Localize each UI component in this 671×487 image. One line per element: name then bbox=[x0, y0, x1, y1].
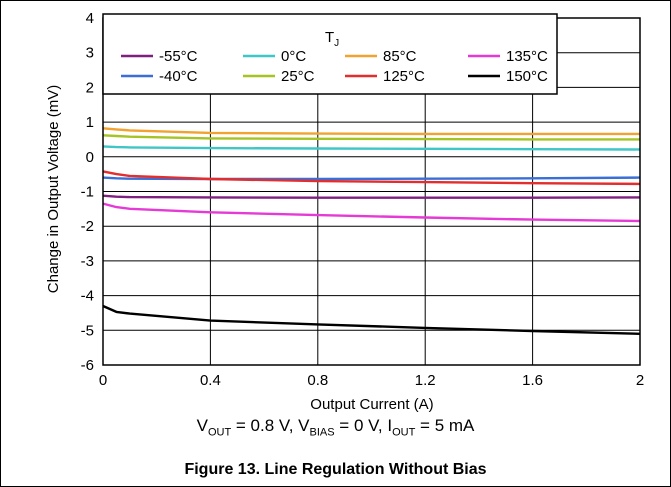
y-tick-label: -2 bbox=[81, 218, 94, 235]
vout-value: = 0.8 V, bbox=[231, 416, 299, 435]
x-tick-label: 0.8 bbox=[307, 372, 328, 389]
vbias-subscript: BIAS bbox=[309, 426, 335, 439]
vout-symbol: V bbox=[196, 416, 208, 435]
legend-label: 0°C bbox=[281, 48, 306, 65]
legend-title-text: T bbox=[325, 29, 334, 46]
series-line bbox=[102, 127, 640, 136]
x-tick-labels: 0 0.4 0.8 1.2 1.6 2 bbox=[99, 372, 644, 389]
y-tick-label: 0 bbox=[86, 149, 94, 166]
legend-label: 135°C bbox=[506, 48, 548, 65]
y-tick-label: -3 bbox=[81, 253, 94, 270]
vout-subscript: OUT bbox=[207, 426, 232, 439]
figure-title: Figure 13. Line Regulation Without Bias bbox=[184, 461, 487, 478]
test-conditions: VOUT = 0.8 V, VBIAS = 0 V, IOUT = 5 mA bbox=[0, 416, 671, 438]
series-line bbox=[102, 170, 641, 186]
x-tick-label: 0 bbox=[99, 372, 107, 389]
legend-label: -40°C bbox=[159, 68, 198, 85]
legend-label: 85°C bbox=[383, 48, 417, 65]
y-tick-label: -6 bbox=[81, 357, 94, 374]
legend-label: 125°C bbox=[383, 68, 425, 85]
series-lines bbox=[102, 127, 641, 335]
legend-label: 25°C bbox=[281, 68, 315, 85]
iout-subscript: OUT bbox=[392, 426, 416, 439]
series-line bbox=[102, 134, 640, 141]
x-tick-label: 1.2 bbox=[415, 372, 436, 389]
legend-items: -55°C -40°C 0°C 25°C 85°C 125°C 135°C 150°C bbox=[121, 48, 548, 85]
y-tick-label: 3 bbox=[86, 45, 94, 62]
legend: TJ -55°C -40°C 0°C 25°C 85°C 125°C 135°C 150°C bbox=[102, 13, 558, 95]
y-axis-label: Change in Output Voltage (mV) bbox=[45, 85, 62, 293]
y-tick-label: -5 bbox=[81, 322, 94, 339]
y-tick-label: 2 bbox=[86, 79, 94, 96]
y-tick-labels: 4 3 2 1 0 -1 -2 -3 -4 -5 -6 bbox=[81, 10, 94, 374]
series-line bbox=[102, 194, 641, 199]
x-tick-label: 1.6 bbox=[522, 372, 543, 389]
y-tick-label: -1 bbox=[81, 184, 94, 201]
y-tick-label: 1 bbox=[86, 114, 94, 131]
legend-box bbox=[102, 13, 558, 95]
legend-label: 150°C bbox=[506, 68, 548, 85]
iout-value: = 5 mA bbox=[415, 416, 475, 435]
x-tick-label: 2 bbox=[636, 372, 644, 389]
legend-title: TJ bbox=[325, 29, 339, 49]
x-tick-label: 0.4 bbox=[200, 372, 221, 389]
iout-symbol: I bbox=[387, 416, 393, 435]
legend-title-subscript: J bbox=[334, 38, 339, 49]
series-line bbox=[102, 145, 641, 151]
vbias-symbol: V bbox=[298, 416, 310, 435]
series-line bbox=[102, 202, 641, 223]
series-line bbox=[102, 304, 641, 335]
x-axis-label: Output Current (A) bbox=[310, 396, 433, 413]
y-tick-label: -4 bbox=[81, 288, 94, 305]
vbias-value: = 0 V, bbox=[334, 416, 388, 435]
legend-label: -55°C bbox=[159, 48, 198, 65]
y-tick-label: 4 bbox=[86, 10, 94, 27]
